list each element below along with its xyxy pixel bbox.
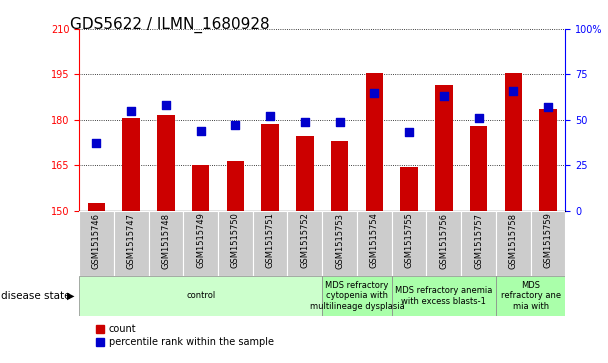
Text: GSM1515759: GSM1515759	[544, 212, 553, 268]
Bar	[157, 115, 174, 211]
Point	[230, 122, 240, 128]
Text: ▶: ▶	[67, 291, 74, 301]
Bar	[401, 167, 418, 211]
Bar	[357, 211, 392, 276]
Bar	[531, 211, 565, 276]
Text: GSM1515747: GSM1515747	[126, 212, 136, 269]
Legend: count, percentile rank within the sample: count, percentile rank within the sample	[96, 324, 274, 347]
Text: GSM1515746: GSM1515746	[92, 212, 101, 269]
Bar	[261, 125, 279, 211]
Text: GSM1515758: GSM1515758	[509, 212, 518, 269]
Bar	[253, 211, 288, 276]
Bar	[435, 85, 452, 211]
Point	[300, 119, 309, 125]
Point	[161, 102, 171, 108]
Point	[126, 108, 136, 114]
Point	[543, 104, 553, 110]
Bar	[227, 160, 244, 211]
Bar	[461, 211, 496, 276]
Bar	[365, 73, 383, 211]
Text: MDS
refractory ane
mia with: MDS refractory ane mia with	[500, 281, 561, 311]
Point	[196, 128, 206, 134]
Bar	[88, 203, 105, 211]
Text: GSM1515750: GSM1515750	[231, 212, 240, 268]
Point	[335, 119, 345, 125]
Bar	[322, 211, 357, 276]
Bar	[288, 211, 322, 276]
Text: GSM1515749: GSM1515749	[196, 212, 205, 268]
Point	[370, 90, 379, 95]
Bar	[496, 211, 531, 276]
Text: GDS5622 / ILMN_1680928: GDS5622 / ILMN_1680928	[71, 16, 270, 33]
Bar	[496, 276, 565, 316]
Point	[92, 140, 102, 146]
Bar	[331, 141, 348, 211]
Bar	[79, 211, 114, 276]
Bar	[114, 211, 148, 276]
Text: GSM1515757: GSM1515757	[474, 212, 483, 269]
Text: GSM1515752: GSM1515752	[300, 212, 309, 268]
Bar	[505, 73, 522, 211]
Text: control: control	[186, 291, 215, 300]
Bar	[148, 211, 183, 276]
Text: GSM1515755: GSM1515755	[404, 212, 413, 268]
Text: GSM1515753: GSM1515753	[335, 212, 344, 269]
Text: MDS refractory
cytopenia with
multilineage dysplasia: MDS refractory cytopenia with multilinea…	[309, 281, 404, 311]
Text: GSM1515756: GSM1515756	[440, 212, 448, 269]
Bar	[539, 109, 557, 211]
Bar	[392, 211, 426, 276]
Bar	[183, 211, 218, 276]
Bar	[426, 211, 461, 276]
Point	[508, 88, 518, 94]
Text: MDS refractory anemia
with excess blasts-1: MDS refractory anemia with excess blasts…	[395, 286, 492, 306]
Bar	[192, 165, 209, 211]
Bar	[392, 276, 496, 316]
Point	[474, 115, 483, 121]
Point	[404, 130, 414, 135]
Bar	[79, 276, 322, 316]
Point	[265, 113, 275, 119]
Bar	[218, 211, 253, 276]
Text: GSM1515751: GSM1515751	[266, 212, 275, 268]
Bar	[322, 276, 392, 316]
Bar	[122, 118, 140, 211]
Text: disease state: disease state	[1, 291, 71, 301]
Bar	[296, 136, 314, 211]
Text: GSM1515748: GSM1515748	[161, 212, 170, 269]
Text: GSM1515754: GSM1515754	[370, 212, 379, 268]
Bar	[470, 126, 487, 211]
Point	[439, 93, 449, 99]
